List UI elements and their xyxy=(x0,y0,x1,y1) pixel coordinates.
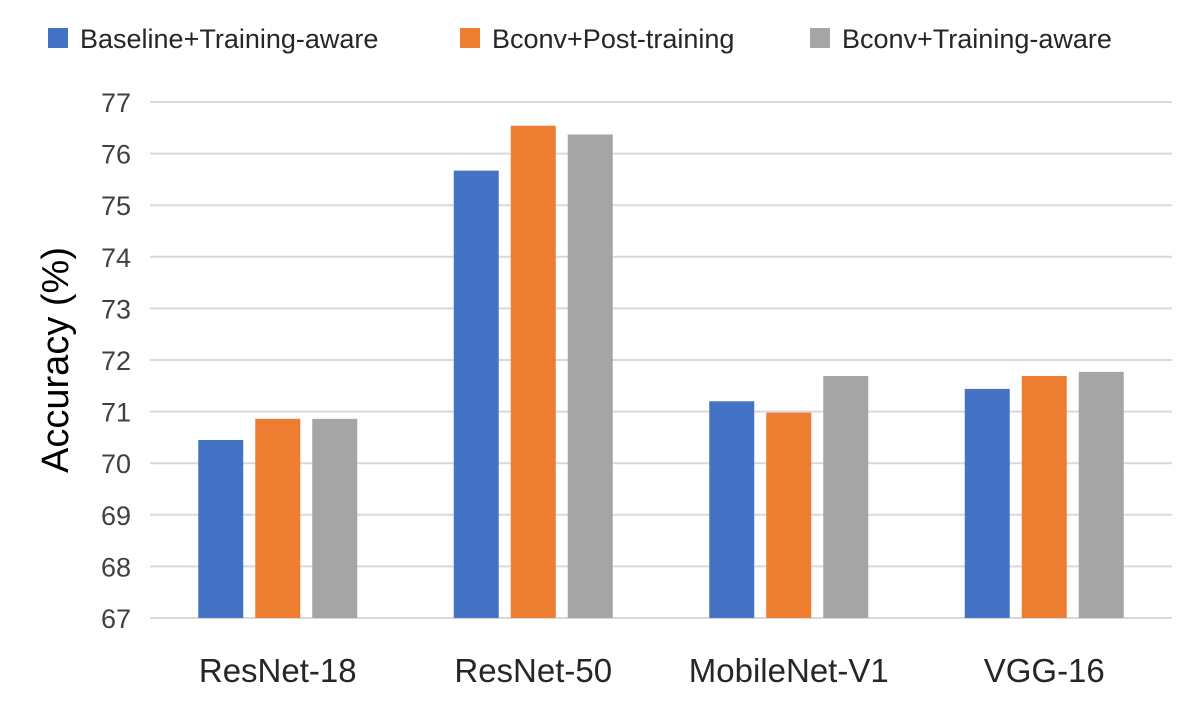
bar xyxy=(1078,371,1124,618)
y-tick-label: 69 xyxy=(101,501,131,531)
legend-swatch xyxy=(810,28,830,48)
y-axis-ticks: 67 68 69 70 71 72 73 74 75 76 77 xyxy=(101,88,131,634)
bar xyxy=(567,134,613,618)
x-axis-categories: ResNet-18 ResNet-50 MobileNet-V1 VGG-16 xyxy=(199,652,1105,689)
bar xyxy=(510,125,556,619)
bar xyxy=(964,388,1010,618)
bar xyxy=(823,375,869,618)
y-tick-label: 67 xyxy=(101,604,131,634)
legend-label: Bconv+Training-aware xyxy=(842,24,1112,54)
legend-label: Baseline+Training-aware xyxy=(80,24,378,54)
y-tick-label: 74 xyxy=(101,243,131,273)
bar xyxy=(312,418,358,618)
y-tick-label: 72 xyxy=(101,346,131,376)
bar xyxy=(198,439,244,618)
y-tick-label: 70 xyxy=(101,449,131,479)
bars xyxy=(198,125,1124,619)
y-tick-label: 68 xyxy=(101,552,131,582)
bar xyxy=(1021,375,1067,618)
legend-label: Bconv+Post-training xyxy=(492,24,734,54)
y-tick-label: 76 xyxy=(101,140,131,170)
x-category-label: ResNet-50 xyxy=(454,652,612,689)
y-tick-label: 75 xyxy=(101,191,131,221)
bar xyxy=(709,401,755,618)
y-axis-label: Accuracy (%) xyxy=(35,247,77,473)
bar xyxy=(453,170,499,619)
bar xyxy=(255,418,301,618)
x-category-label: ResNet-18 xyxy=(199,652,357,689)
legend-swatch xyxy=(460,28,480,48)
gridlines xyxy=(150,101,1172,619)
y-tick-label: 73 xyxy=(101,294,131,324)
y-tick-label: 71 xyxy=(101,398,131,428)
y-tick-label: 77 xyxy=(101,88,131,118)
bar xyxy=(766,412,812,618)
x-category-label: VGG-16 xyxy=(984,652,1105,689)
x-category-label: MobileNet-V1 xyxy=(689,652,889,689)
legend: Baseline+Training-aware Bconv+Post-traini… xyxy=(48,24,1112,54)
legend-swatch xyxy=(48,28,68,48)
